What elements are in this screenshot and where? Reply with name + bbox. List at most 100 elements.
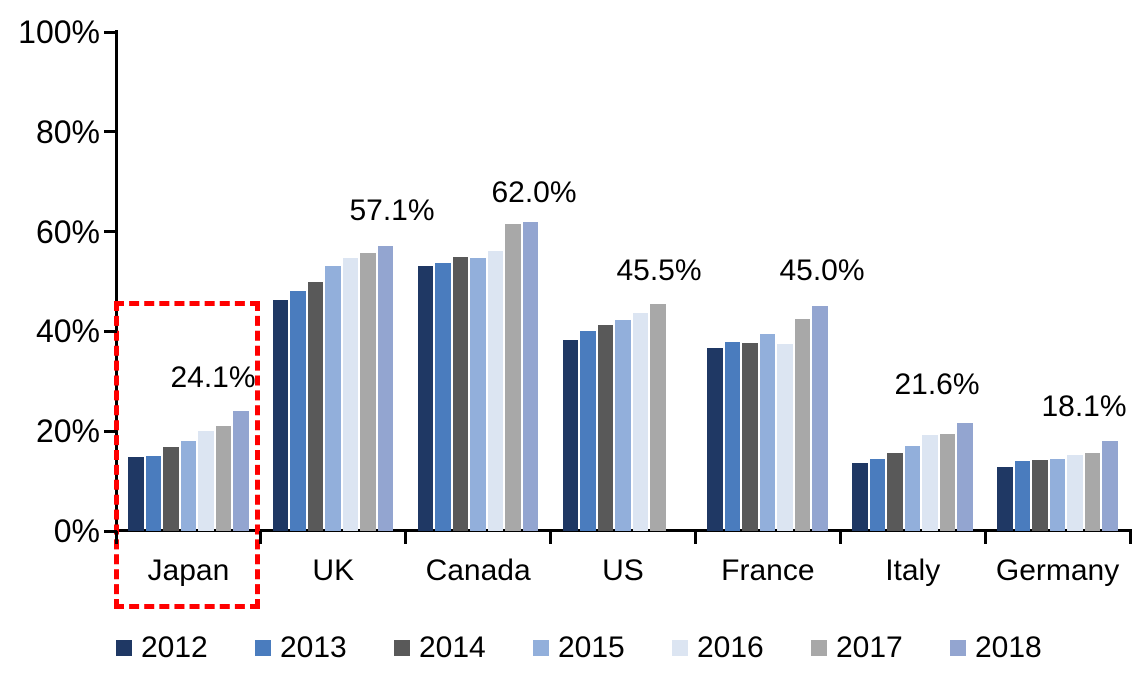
- x-tick-mark: [838, 531, 842, 544]
- bar-uk-2014: [307, 281, 324, 531]
- data-label-germany: 18.1%: [1041, 390, 1127, 423]
- data-label-us: 45.5%: [616, 254, 702, 287]
- y-axis-line: [115, 30, 118, 531]
- bar-us-2012: [562, 340, 579, 531]
- y-tick-mark: [104, 529, 117, 533]
- bar-uk-2016: [342, 258, 359, 531]
- bar-france-2013: [724, 342, 741, 531]
- bar-france-2018: [812, 306, 828, 531]
- bar-italy-2018: [957, 423, 973, 531]
- legend-swatch-2012: [116, 640, 132, 656]
- x-tick-mark: [1128, 531, 1132, 544]
- bar-france-2014: [742, 342, 758, 531]
- bar-japan-2015: [180, 441, 196, 531]
- legend-label-2017: 2017: [836, 631, 903, 664]
- bar-us-2017: [650, 303, 666, 531]
- bar-uk-2012: [272, 299, 289, 531]
- bar-us-2015: [615, 319, 631, 531]
- bar-germany-2014: [1032, 459, 1048, 531]
- legend-swatch-2014: [394, 640, 410, 656]
- y-tick-label-40: 40%: [35, 313, 100, 349]
- y-tick-label-100: 100%: [18, 14, 100, 50]
- legend-label-2014: 2014: [419, 631, 486, 664]
- legend-label-2012: 2012: [141, 631, 208, 664]
- legend-item-2016: 2016: [672, 631, 764, 665]
- category-label-japan: Japan: [147, 554, 230, 587]
- bar-japan-2017: [215, 425, 231, 531]
- legend-swatch-2017: [811, 640, 827, 656]
- bar-germany-2016: [1067, 454, 1083, 531]
- bar-germany-2017: [1084, 452, 1101, 531]
- bar-germany-2013: [1014, 461, 1031, 531]
- bar-japan-2013: [145, 455, 161, 531]
- bar-canada-2016: [487, 251, 504, 531]
- legend-item-2015: 2015: [533, 631, 625, 665]
- bar-france-2016: [777, 344, 793, 531]
- bar-france-2017: [794, 319, 811, 531]
- highlight-box-japan: [114, 301, 260, 609]
- bar-uk-2013: [290, 291, 306, 531]
- legend-item-2014: 2014: [394, 631, 486, 665]
- legend-swatch-2018: [950, 640, 966, 656]
- legend-item-2012: 2012: [116, 631, 208, 665]
- bar-italy-2015: [904, 446, 921, 531]
- bar-canada-2017: [505, 223, 521, 531]
- bar-us-2016: [632, 312, 649, 531]
- y-tick-mark: [104, 429, 117, 433]
- data-label-japan: 24.1%: [170, 361, 256, 394]
- legend-item-2017: 2017: [811, 631, 903, 665]
- x-tick-mark: [404, 531, 408, 544]
- bar-canada-2015: [470, 258, 486, 531]
- x-tick-mark: [114, 531, 118, 544]
- category-label-us: US: [602, 554, 644, 587]
- category-label-germany: Germany: [995, 554, 1120, 587]
- bar-italy-2014: [887, 453, 903, 531]
- y-tick-label-20: 20%: [35, 413, 100, 449]
- data-label-france: 45.0%: [779, 254, 865, 287]
- x-tick-mark: [259, 531, 263, 544]
- y-tick-label-60: 60%: [35, 214, 100, 250]
- bar-france-2015: [759, 334, 776, 531]
- data-label-uk: 57.1%: [349, 194, 435, 227]
- y-tick-label-0: 0%: [53, 513, 100, 549]
- bar-canada-2013: [435, 263, 451, 531]
- y-tick-label-80: 80%: [35, 114, 100, 150]
- bar-japan-2012: [128, 456, 144, 531]
- data-label-italy: 21.6%: [894, 368, 980, 401]
- bar-canada-2012: [417, 266, 434, 531]
- bar-canada-2014: [452, 256, 469, 531]
- bar-us-2013: [580, 331, 596, 531]
- bar-uk-2018: [377, 246, 394, 531]
- bar-germany-2015: [1049, 458, 1066, 531]
- legend-item-2013: 2013: [255, 631, 347, 665]
- bar-us-2014: [597, 325, 614, 531]
- legend-label-2018: 2018: [975, 631, 1042, 664]
- y-tick-mark: [104, 329, 117, 333]
- bar-italy-2017: [939, 434, 956, 531]
- category-label-france: France: [721, 554, 815, 587]
- bar-japan-2014: [163, 447, 179, 531]
- category-label-uk: UK: [312, 554, 355, 587]
- x-tick-mark: [549, 531, 553, 544]
- legend-swatch-2015: [533, 640, 549, 656]
- legend-swatch-2013: [255, 640, 271, 656]
- x-tick-mark: [983, 531, 987, 544]
- bar-canada-2018: [522, 221, 539, 531]
- bar-italy-2013: [869, 459, 886, 531]
- y-tick-mark: [104, 230, 117, 234]
- bar-italy-2012: [852, 463, 868, 531]
- category-label-canada: Canada: [425, 554, 531, 587]
- bar-italy-2016: [922, 435, 938, 531]
- data-label-canada: 62.0%: [491, 176, 577, 209]
- bar-japan-2016: [198, 430, 214, 531]
- bar-france-2012: [707, 348, 723, 531]
- bar-uk-2015: [325, 265, 341, 531]
- bar-japan-2018: [233, 410, 249, 531]
- bar-germany-2018: [1102, 440, 1118, 531]
- legend-label-2013: 2013: [280, 631, 347, 664]
- x-tick-mark: [693, 531, 697, 544]
- legend-swatch-2016: [672, 640, 688, 656]
- y-tick-mark: [104, 30, 117, 34]
- legend-item-2018: 2018: [950, 631, 1042, 665]
